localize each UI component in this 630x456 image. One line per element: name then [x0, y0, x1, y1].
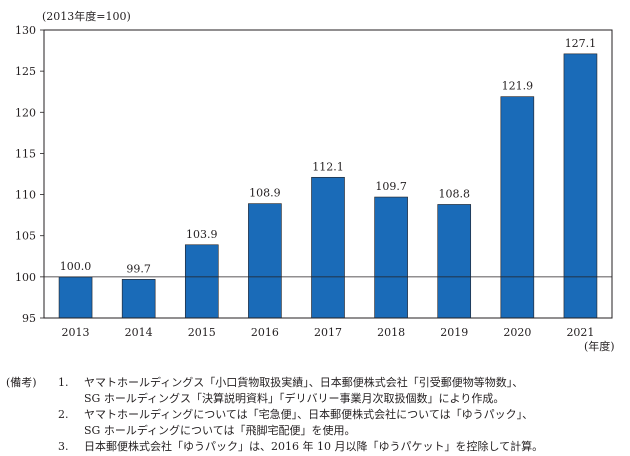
data-label: 109.7 — [375, 180, 407, 193]
x-tick-label: 2017 — [314, 326, 342, 339]
y-axis-ticks: 95 100 105 110 115 120 125 130 — [15, 24, 44, 325]
note-item-1: (備考) 1. ヤマトホールディングス「小口貨物取扱実績」、日本郵便株式会社「引… — [6, 375, 626, 391]
bar-2020 — [500, 96, 535, 319]
x-tick-label: 2015 — [188, 326, 216, 339]
note-text: 日本郵便株式会社「ゆうパック」は、2016 年 10 月以降「ゆうパケット」を控… — [84, 440, 544, 453]
x-tick-label: 2014 — [125, 326, 153, 339]
x-axis-label: (年度) — [584, 339, 615, 353]
bar-2013 — [58, 276, 93, 319]
y-tick-label: 125 — [15, 65, 36, 78]
bar-2021 — [563, 53, 598, 319]
plot-area-frame — [43, 29, 613, 319]
y-tick-label: 100 — [15, 271, 36, 284]
note-text: ヤマトホールディングについては「宅急便」、日本郵便株式会社については「ゆうパック… — [84, 408, 534, 421]
y-tick-label: 130 — [15, 24, 36, 37]
bar-2015 — [184, 244, 219, 319]
note-number: 3. — [58, 440, 69, 453]
bar-2017 — [311, 176, 345, 319]
note-text: SG ホールディングス「決算説明資料」「デリバリー事業月次取扱個数」により作成。 — [84, 392, 505, 405]
y-unit-label: (2013年度=100) — [42, 9, 131, 23]
x-tick-label: 2019 — [440, 326, 468, 339]
y-tick-label: 110 — [15, 189, 36, 202]
data-label: 103.9 — [186, 228, 218, 241]
bar-chart: (2013年度=100) 95 100 105 110 115 120 125 130 100… — [15, 9, 615, 353]
data-label: 108.8 — [438, 187, 470, 200]
bars: 100.0 99.7 103.9 108.9 112.1 109.7 108.8 121.9 1… — [58, 37, 598, 319]
note-item-3: 3. 日本郵便株式会社「ゆうパック」は、2016 年 10 月以降「ゆうパケット… — [6, 439, 626, 455]
note-number: 1. — [58, 376, 69, 389]
y-tick-label: 115 — [15, 147, 36, 160]
note-item-2-cont: SG ホールディングについては「飛脚宅配便」を使用。 — [6, 423, 626, 439]
x-tick-label: 2013 — [62, 326, 90, 339]
x-tick-label: 2020 — [503, 326, 531, 339]
x-tick-label: 2018 — [377, 326, 405, 339]
notes-label: (備考) — [6, 376, 37, 389]
note-item-2: 2. ヤマトホールディングについては「宅急便」、日本郵便株式会社については「ゆう… — [6, 407, 626, 423]
x-tick-label: 2016 — [251, 326, 279, 339]
note-number: 2. — [58, 408, 69, 421]
note-item-1-cont: SG ホールディングス「決算説明資料」「デリバリー事業月次取扱個数」により作成。 — [6, 391, 626, 407]
bar-2016 — [248, 203, 282, 319]
data-label: 108.9 — [249, 187, 281, 200]
x-axis-ticks: 2013 2014 2015 2016 2017 2018 2019 2020 2021 — [62, 326, 595, 339]
note-text: ヤマトホールディングス「小口貨物取扱実績」、日本郵便株式会社「引受郵便物等物数」… — [84, 376, 524, 389]
bar-2019 — [437, 204, 472, 319]
bar-2018 — [374, 196, 408, 319]
data-label: 112.1 — [312, 160, 344, 173]
y-tick-label: 120 — [15, 106, 36, 119]
data-label: 99.7 — [126, 262, 151, 275]
note-text: SG ホールディングについては「飛脚宅配便」を使用。 — [84, 424, 356, 437]
data-label: 127.1 — [565, 37, 597, 50]
y-tick-label: 105 — [15, 230, 36, 243]
data-label: 121.9 — [502, 80, 534, 93]
data-label: 100.0 — [60, 260, 92, 273]
bar-2014 — [121, 279, 156, 319]
notes-section: (備考) 1. ヤマトホールディングス「小口貨物取扱実績」、日本郵便株式会社「引… — [6, 375, 626, 455]
y-tick-label: 95 — [22, 312, 36, 325]
x-tick-label: 2021 — [566, 326, 594, 339]
